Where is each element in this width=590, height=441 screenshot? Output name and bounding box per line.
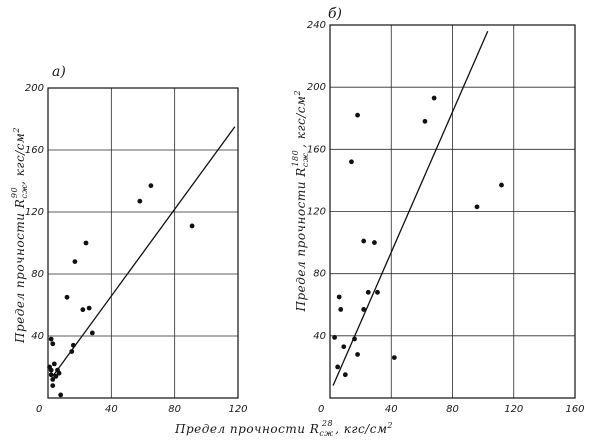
data-point	[499, 182, 504, 188]
panel-label: а)	[52, 64, 66, 80]
y-tick-label: 40	[313, 331, 326, 342]
y-axis-label: Предел прочности Rсж180, кгс/см2	[291, 90, 310, 313]
x-tick-label: 120	[504, 404, 523, 415]
data-point	[341, 344, 347, 350]
data-point	[336, 294, 342, 300]
x-tick-label: 80	[168, 404, 181, 415]
data-point	[80, 307, 86, 313]
data-point	[51, 361, 57, 367]
y-tick-label: 120	[307, 207, 326, 218]
y-tick-label: 80	[31, 269, 44, 280]
data-point	[361, 238, 367, 244]
data-point	[50, 341, 56, 347]
data-point	[48, 336, 54, 342]
data-point	[48, 367, 54, 373]
data-point	[474, 204, 480, 210]
data-point	[58, 392, 64, 398]
data-point	[137, 198, 143, 204]
data-point	[50, 377, 56, 382]
x-tick-label: 160	[565, 404, 584, 415]
data-point	[391, 355, 397, 360]
y-tick-label: 120	[25, 207, 44, 218]
data-point	[355, 352, 360, 357]
data-point	[349, 159, 354, 165]
plot-frame	[329, 24, 576, 399]
data-point	[365, 289, 371, 295]
data-point	[72, 259, 78, 264]
y-tick-label: 160	[307, 144, 326, 155]
data-point	[53, 373, 59, 379]
data-point	[431, 95, 437, 101]
panel-a: 0 40 80 120 40 80 120 160 200 а) Предел прочности …	[10, 64, 248, 415]
plot-frame	[47, 87, 239, 399]
y-tick-label: 240	[307, 20, 326, 31]
x-tick-label: 0	[318, 404, 324, 415]
x-axis-label: Предел прочности Rсж28, кгс/см2	[174, 419, 393, 438]
regression-line	[52, 126, 236, 377]
data-point	[372, 240, 377, 245]
data-point	[352, 336, 357, 342]
data-point	[375, 289, 380, 295]
data-point	[335, 364, 341, 370]
regression-line	[332, 30, 489, 386]
y-axis-label: Предел прочности Rсж90, кгс/см2	[10, 127, 29, 344]
data-point	[361, 307, 367, 312]
data-point	[355, 112, 360, 118]
x-tick-label: 40	[105, 404, 118, 415]
data-point	[48, 372, 54, 378]
data-point	[69, 349, 75, 354]
y-tick-label: 160	[25, 145, 44, 156]
y-tick-label: 200	[307, 82, 326, 93]
data-point	[50, 383, 56, 388]
data-point	[64, 294, 70, 300]
data-point	[189, 223, 195, 229]
x-tick-label: 40	[385, 404, 398, 415]
data-point	[70, 342, 76, 348]
y-tick-label: 80	[313, 269, 326, 280]
data-point	[86, 305, 92, 311]
data-point	[338, 307, 344, 312]
x-tick-label: 120	[228, 404, 247, 415]
x-tick-label: 0	[36, 404, 42, 415]
data-point	[89, 330, 95, 336]
data-point	[148, 183, 154, 189]
y-tick-label: 200	[25, 83, 44, 94]
data-point	[332, 334, 337, 340]
y-tick-label: 40	[31, 331, 44, 342]
data-point	[83, 240, 89, 246]
data-point	[56, 370, 62, 376]
panel-label: б)	[328, 6, 342, 22]
data-point	[342, 372, 348, 378]
x-tick-label: 80	[446, 404, 459, 415]
data-point	[422, 118, 428, 124]
